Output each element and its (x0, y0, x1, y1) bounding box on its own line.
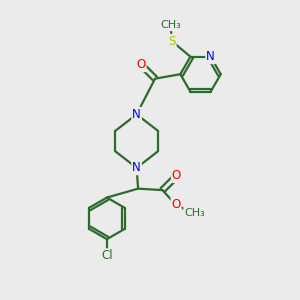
Text: N: N (132, 108, 141, 121)
Text: Cl: Cl (101, 249, 113, 262)
Text: O: O (136, 58, 146, 71)
Text: O: O (172, 169, 181, 182)
Text: N: N (132, 161, 141, 174)
Text: N: N (206, 50, 215, 63)
Text: CH₃: CH₃ (184, 208, 205, 218)
Text: CH₃: CH₃ (160, 20, 181, 30)
Text: S: S (168, 35, 176, 48)
Text: O: O (172, 198, 181, 211)
